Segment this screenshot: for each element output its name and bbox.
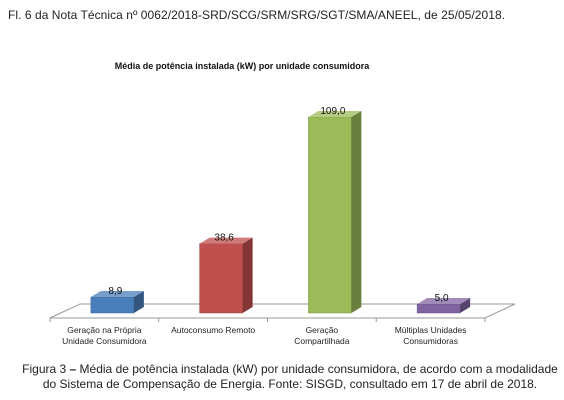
bar-chart: Média de potência instalada (kW) por uni… — [49, 61, 516, 346]
category-label: Geração — [306, 325, 339, 335]
bar-front — [416, 303, 461, 314]
bar-side — [351, 111, 362, 313]
category-label: Consumidoras — [403, 336, 458, 346]
document-header: Fl. 6 da Nota Técnica nº 0062/2018-SRD/S… — [8, 8, 506, 22]
caption-text: Média de potência instalada (kW) por uni… — [42, 362, 558, 391]
data-label: 38,6 — [214, 233, 234, 244]
bar-top — [417, 298, 471, 305]
caption-label: Figura 3 — [22, 362, 67, 376]
caption-dash: – — [66, 362, 80, 376]
bar-side — [460, 298, 471, 313]
category-label: Geração na Própria — [67, 325, 141, 335]
bar-side — [133, 290, 144, 313]
bar-front — [308, 116, 352, 314]
bar-side — [242, 237, 253, 313]
category-label: Unidade Consumidora — [62, 336, 147, 346]
category-label: Compartilhada — [294, 336, 350, 346]
bar-front — [90, 296, 135, 314]
bar-front — [199, 243, 243, 314]
chart-container: Média de potência instalada (kW) por uni… — [40, 42, 530, 360]
category-label: Múltiplas Unidades — [395, 325, 467, 335]
data-label: 5,0 — [435, 293, 449, 304]
bar-top — [199, 237, 253, 244]
category-label: Autoconsumo Remoto — [171, 325, 255, 335]
chart-floor — [49, 303, 516, 319]
data-label: 8,9 — [108, 286, 122, 297]
bar-top — [308, 111, 362, 117]
bar-top — [90, 290, 144, 297]
chart-title: Média de potência instalada (kW) por uni… — [115, 61, 371, 71]
figure-caption: Figura 3 – Média de potência instalada (… — [20, 362, 560, 392]
data-label: 109,0 — [320, 106, 345, 117]
